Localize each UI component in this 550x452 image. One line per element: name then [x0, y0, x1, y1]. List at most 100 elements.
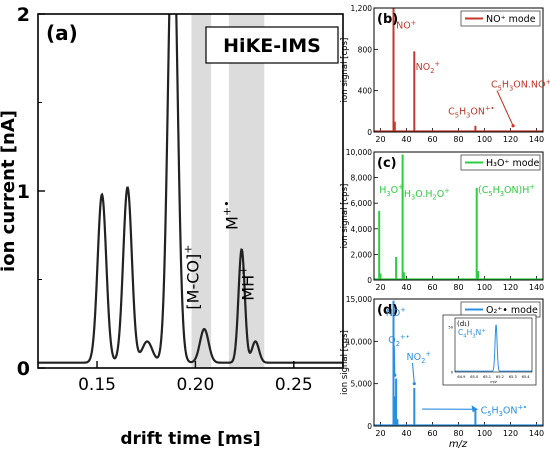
x-tick-label: 0.15: [78, 375, 116, 395]
y-tick-label: 4,000: [351, 225, 373, 234]
x-tick-label: 80: [453, 429, 463, 438]
y-tick-label: 0: [367, 276, 372, 285]
label-part: C: [458, 328, 463, 337]
label-part: +•: [517, 404, 526, 412]
peak-annotation-2: MH+: [236, 266, 257, 301]
label-part: C: [491, 80, 498, 91]
x-tick-label: 80: [453, 283, 463, 292]
inset-x-tick-label: 65.1: [483, 375, 491, 379]
x-tick-label: 0.25: [275, 375, 313, 395]
annotation-arrow: [496, 90, 514, 127]
plot-frame: [37, 13, 344, 369]
inset-y-tick-label: 50: [448, 326, 453, 330]
label-part: +: [425, 350, 431, 358]
label-part: 5: [487, 410, 491, 418]
inset-y-tick-label: 0: [451, 371, 454, 375]
y-tick-label: 15,000: [346, 295, 372, 304]
x-axis-label: drift time [ms]: [120, 429, 260, 449]
label-part: H: [493, 185, 500, 196]
label-part: NO: [416, 62, 431, 73]
peak-annotation-2: C5H3ON+•: [448, 105, 494, 120]
y-tick-label: 0: [17, 358, 30, 380]
annotation-arrowhead: [393, 373, 397, 377]
label-part: C: [481, 405, 488, 416]
peak-annotation-0: [M-CO]+: [181, 245, 202, 310]
y-tick-label: 2: [17, 4, 30, 26]
y-tick-label: 1,200: [351, 4, 373, 13]
y-tick-label: 8,000: [351, 174, 373, 183]
annotation-arrowhead: [412, 382, 416, 386]
label-part: C: [448, 106, 455, 117]
label-part: 5: [498, 84, 502, 92]
annotation-arrowhead: [511, 124, 515, 128]
annotation-sup: +: [181, 245, 194, 254]
annotation-text: M: [223, 216, 242, 230]
panel-label-c: (c): [377, 156, 397, 171]
y-tick-label: 2,000: [351, 250, 373, 259]
annotation-text: [M-CO]: [183, 254, 202, 310]
label-part: NO: [386, 308, 401, 319]
label-part: 3: [386, 190, 390, 198]
label-part: 2: [396, 340, 400, 348]
annotation-arrowhead: [471, 405, 478, 413]
peak-annotation-2: (C5H3ON)H+: [478, 183, 535, 198]
label-part: O: [388, 335, 395, 346]
label-part: +: [411, 19, 417, 27]
x-tick-label: 120: [503, 429, 518, 438]
x-tick-label: 80: [453, 135, 463, 144]
x-tick-label: 40: [401, 429, 411, 438]
label-part: 4: [463, 333, 467, 339]
label-part: 2: [421, 357, 425, 365]
plot-frame: [373, 7, 544, 133]
label-part: 3: [509, 84, 513, 92]
x-tick-label: 120: [503, 283, 518, 292]
x-tick-label: 140: [529, 429, 544, 438]
label-part: 5: [488, 190, 492, 198]
y-tick-label: 5,000: [351, 380, 373, 389]
chart-title: HiKE-IMS: [223, 35, 321, 57]
x-tick-label: 40: [401, 283, 411, 292]
inset-peak: [455, 324, 532, 372]
panel-label-d: (d): [377, 303, 398, 318]
x-tick-label: 20: [375, 283, 385, 292]
inset-x-tick-label: 65.2: [496, 375, 504, 379]
label-part: +: [545, 78, 550, 86]
title-box: [205, 26, 339, 64]
panel-a: 0.15 0.20 0.25 0 1 2 drift time [ms] ion curren…: [0, 4, 344, 449]
plot-frame: [373, 298, 544, 427]
peak-annotation-3: C5H3ON.NO+: [491, 78, 550, 93]
peak-annotation-1: M+•: [221, 200, 242, 230]
label-part: N: [476, 328, 482, 337]
label-part: O.H: [415, 189, 432, 200]
inset-label: (d₁): [457, 320, 470, 328]
shaded-region-0: [191, 14, 212, 368]
y-tick-label: 10,000: [346, 337, 372, 346]
peak-annotation-1: O2+•: [388, 333, 409, 348]
x-tick-label: 140: [529, 283, 544, 292]
legend-box: [460, 10, 541, 27]
panel-c: 20 40 60 80 100 120 140 0 2,000 4,000 6,000 8,000 10…: [340, 148, 544, 292]
y-axis-label: ion current [nA]: [0, 110, 19, 272]
legend-label: H₃O⁺ mode: [486, 158, 540, 169]
label-part: +•: [400, 333, 409, 341]
y-tick-label: 800: [358, 45, 373, 54]
y-tick-label: 1: [17, 181, 30, 203]
y-axis-label: ion signal [cps]: [340, 184, 350, 249]
y-tick-label: 0: [367, 422, 372, 431]
y-tick-label: 400: [358, 87, 373, 96]
panel-label-b: (b): [377, 12, 398, 27]
peak-annotation-2: NO2+: [407, 350, 431, 365]
annotation-sup: +•: [221, 200, 234, 216]
x-axis-label-mz: m/z: [449, 439, 468, 450]
annotation-sup: +: [236, 266, 249, 275]
x-tick-label: 100: [477, 135, 492, 144]
y-axis-label: ion signal [cps]: [340, 330, 350, 395]
label-part: H: [502, 80, 509, 91]
annotation-arrow: [393, 346, 396, 376]
label-part: H: [459, 106, 466, 117]
inset-plot-frame: [454, 317, 533, 373]
y-tick-label: 0: [367, 128, 372, 137]
peak-annotation-0: H3O+: [379, 183, 403, 198]
